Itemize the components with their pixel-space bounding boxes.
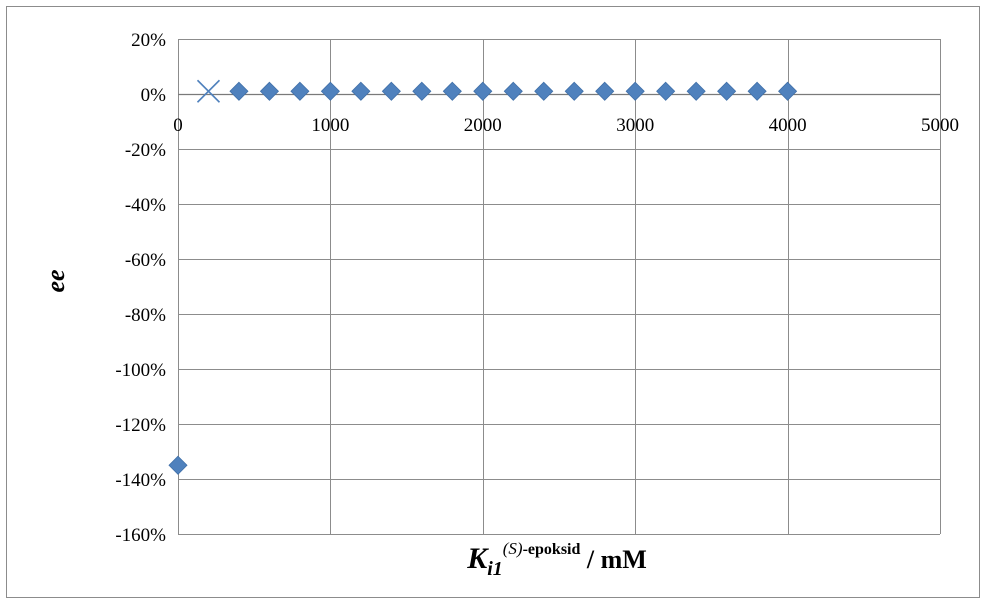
data-point-diamond xyxy=(656,81,676,101)
data-point-diamond xyxy=(778,81,798,101)
x-tick-label: 3000 xyxy=(616,115,654,136)
x-axis-title: Ki1(S)-epoksid / mM xyxy=(466,539,647,580)
y-tick-label: -80% xyxy=(125,305,166,326)
data-point-diamond xyxy=(595,81,615,101)
x-tick-label: 0 xyxy=(173,115,183,136)
data-point-diamond xyxy=(381,81,401,101)
data-point-diamond xyxy=(717,81,737,101)
data-point-diamond xyxy=(564,81,584,101)
data-point-diamond xyxy=(290,81,310,101)
y-tick-labels: 20% 0% -20% -40% -60% -80% -100% -120% -140% -160… xyxy=(115,30,166,546)
x-axis-subscript: i1 xyxy=(487,558,503,580)
y-tick-label: -20% xyxy=(125,140,166,161)
data-point-diamond xyxy=(625,81,645,101)
data-point-diamond xyxy=(229,81,249,101)
data-point-diamond xyxy=(534,81,554,101)
x-tick-label: 1000 xyxy=(311,115,349,136)
y-tick-label: 20% xyxy=(131,30,166,51)
y-tick-label: -100% xyxy=(115,360,166,381)
x-axis-superscript: -epoksid xyxy=(523,541,581,558)
data-point-diamond xyxy=(351,81,371,101)
data-point-diamond xyxy=(412,81,432,101)
data-point-diamond xyxy=(473,81,493,101)
y-tick-label: 0% xyxy=(141,85,167,106)
y-axis-title: ee xyxy=(41,269,70,292)
y-tick-label: -160% xyxy=(115,525,166,546)
chart-border xyxy=(6,6,980,598)
y-tick-label: -120% xyxy=(115,415,166,436)
y-tick-label: -40% xyxy=(125,195,166,216)
data-point-diamond xyxy=(503,81,523,101)
data-point-diamond xyxy=(320,81,340,101)
x-axis-superscript-italic: (S) xyxy=(503,539,523,558)
data-point-diamond xyxy=(259,81,280,101)
x-tick-label: 2000 xyxy=(464,115,502,136)
data-point-diamond xyxy=(686,81,706,101)
x-axis-unit: / mM xyxy=(580,545,646,574)
x-tick-label: 5000 xyxy=(921,115,959,136)
x-tick-label: 4000 xyxy=(769,115,807,136)
x-axis-symbol: K xyxy=(466,542,489,575)
data-point-diamond xyxy=(747,81,767,101)
y-tick-label: -140% xyxy=(115,470,166,491)
x-tick-labels: 0 1000 2000 3000 4000 5000 xyxy=(173,115,959,136)
data-point-x xyxy=(196,79,221,103)
data-point-diamond xyxy=(168,455,188,475)
y-tick-label: -60% xyxy=(125,250,166,271)
data-points xyxy=(168,79,798,475)
data-point-diamond xyxy=(442,81,462,101)
